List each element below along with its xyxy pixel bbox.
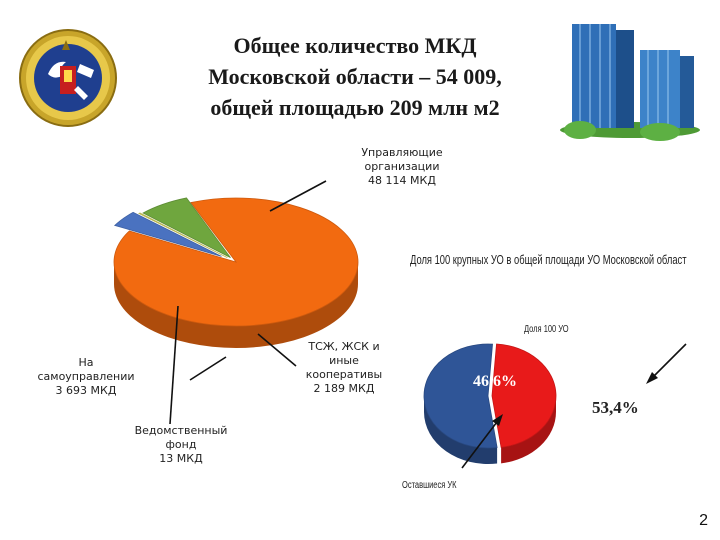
label-uo-line1: Управляющие (361, 146, 443, 159)
page-title: Общее количество МКД Московской области … (170, 30, 540, 123)
main-pie-slice-0-side (114, 262, 358, 348)
leader-line-tsj (257, 333, 297, 367)
small-legend-rest: Оставшиеся УК (402, 480, 457, 491)
title-line-3: общей площадью 209 млн м2 (210, 95, 500, 120)
label-self-line3: 3 693 МКД (55, 384, 117, 397)
leader-line-uo (269, 180, 327, 212)
title-line-2: Московской области – 54 009, (208, 64, 502, 89)
arrow-53-head (646, 372, 658, 384)
small-pie-slice-1-side (423, 396, 498, 464)
main-pie-chart (113, 197, 359, 348)
small-pie-slice-0-side (501, 395, 556, 464)
pct-label-46: 46,6% (473, 373, 517, 390)
small-pie-chart (423, 343, 557, 464)
arrow-46-head (492, 414, 503, 426)
main-pie-slice-1 (113, 211, 222, 257)
label-ved-line2: фонд (165, 438, 197, 451)
leader-line-ved (169, 305, 179, 425)
label-uo-line2: организации (364, 160, 440, 173)
main-pie-slice-0 (113, 197, 359, 327)
emblem-logo (19, 29, 117, 127)
main-pie-slice-2 (138, 212, 228, 258)
small-pie-slice-1 (423, 343, 498, 449)
label-tsj-line2: иные (329, 354, 359, 367)
page-number: 2 (699, 512, 708, 529)
title-line-1: Общее количество МКД (233, 33, 477, 58)
label-uo-line3: 48 114 МКД (368, 174, 436, 187)
arrow-46 (461, 417, 501, 469)
small-chart-title: Доля 100 крупных УО в общей площади УО М… (410, 252, 687, 267)
label-tsj-line1: ТСЖ, ЖСК и (308, 340, 380, 353)
arrows (461, 343, 687, 469)
leader-line-self (189, 356, 227, 381)
main-pie-slice-3 (142, 197, 231, 258)
label-self-line2: самоуправлении (37, 370, 135, 383)
arrow-53 (649, 343, 687, 381)
label-self: На самоуправлении 3 693 МКД (28, 356, 144, 398)
label-tsj-line3: кооперативы (305, 368, 383, 381)
label-self-line1: На (78, 356, 94, 369)
label-tsj: ТСЖ, ЖСК и иные кооперативы 2 189 МКД (296, 340, 392, 396)
leader-lines (169, 180, 327, 425)
label-uo: Управляющие организации 48 114 МКД (352, 146, 452, 188)
label-tsj-line4: 2 189 МКД (313, 382, 375, 395)
small-pie-slice-0 (491, 343, 557, 448)
pct-label-53: 53,4% (592, 398, 639, 417)
label-ved: Ведомственный фонд 13 МКД (126, 424, 236, 466)
label-ved-line3: 13 МКД (159, 452, 203, 465)
label-ved-line1: Ведомственный (134, 424, 228, 437)
small-legend-top100: Доля 100 УО (524, 324, 569, 335)
buildings-icon (560, 24, 700, 141)
